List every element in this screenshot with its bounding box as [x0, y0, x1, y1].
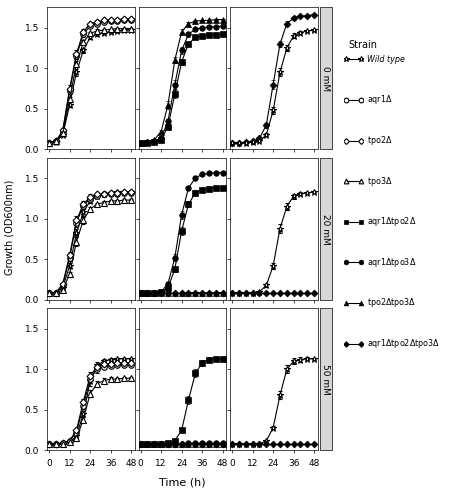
- Text: Wild type: Wild type: [367, 55, 405, 64]
- Text: aqr1$\Delta$tpo2$\Delta$tpo3$\Delta$: aqr1$\Delta$tpo2$\Delta$tpo3$\Delta$: [367, 337, 440, 350]
- Text: aqr1$\Delta$tpo3$\Delta$: aqr1$\Delta$tpo3$\Delta$: [367, 256, 417, 269]
- Text: tpo2$\Delta$tpo3$\Delta$: tpo2$\Delta$tpo3$\Delta$: [367, 297, 417, 309]
- Text: 50 mM: 50 mM: [321, 364, 330, 395]
- Text: Growth (OD600nm): Growth (OD600nm): [4, 180, 15, 275]
- Text: 0 mM: 0 mM: [321, 66, 330, 91]
- Text: tpo3$\Delta$: tpo3$\Delta$: [367, 175, 393, 188]
- Text: aqr1$\Delta$: aqr1$\Delta$: [367, 94, 393, 106]
- Text: Strain: Strain: [348, 40, 377, 50]
- Text: tpo2$\Delta$: tpo2$\Delta$: [367, 134, 393, 147]
- Text: 20 mM: 20 mM: [321, 213, 330, 245]
- Text: Time (h): Time (h): [159, 478, 206, 488]
- Text: aqr1$\Delta$tpo2$\Delta$: aqr1$\Delta$tpo2$\Delta$: [367, 215, 417, 228]
